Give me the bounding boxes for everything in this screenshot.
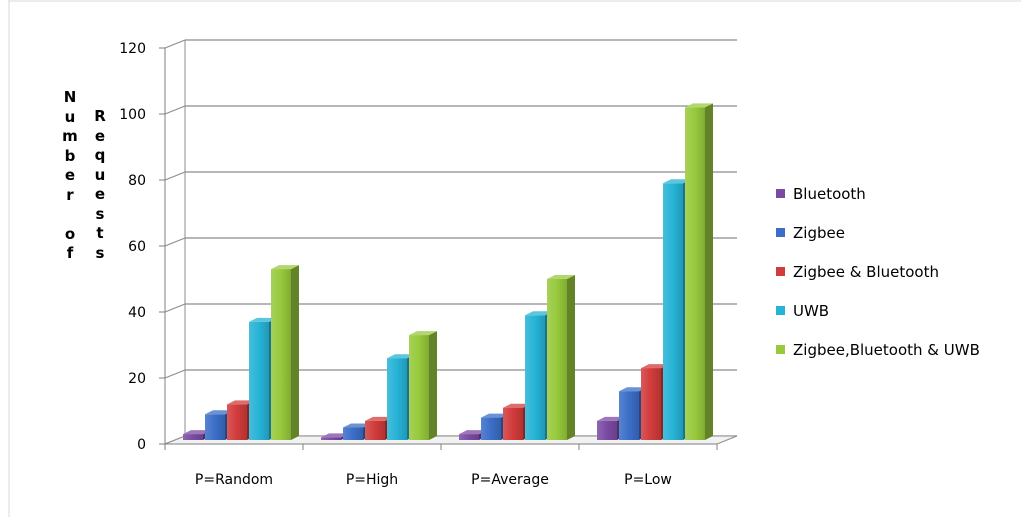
bar-2-0 [227,404,247,440]
bar-3-3 [663,183,683,441]
legend-swatch [776,306,785,315]
bar-side-4-2 [567,275,575,440]
bar-2-3 [641,368,661,440]
x-tick-label: P=High [346,472,398,488]
bar-top-4-3 [685,103,713,108]
bar-0-0 [183,434,203,440]
legend-item: Bluetooth [776,174,980,213]
bar-1-1 [343,427,363,440]
bar-top-0-2 [459,430,487,435]
bar-top-3-1 [387,354,415,359]
bar-1-2 [481,417,501,440]
legend-label: Bluetooth [793,184,866,203]
bar-top-2-2 [503,403,531,408]
legend-swatch [776,345,785,354]
legend-item: Zigbee,Bluetooth & UWB [776,330,980,369]
x-tick-label: P=Average [471,472,549,488]
bar-4-3 [685,107,705,441]
bar-4-2 [547,279,567,440]
gridline-side-100 [164,105,186,115]
bar-top-1-0 [205,410,233,415]
bar-top-4-0 [271,265,299,270]
bar-top-3-0 [249,317,277,322]
legend-label: Zigbee [793,223,845,242]
y-tick-label: 40 [128,305,146,321]
y-tick-label: 0 [137,437,146,453]
bar-3-2 [525,315,545,440]
y-tick-label: 120 [119,41,146,57]
bar-0-2 [459,434,479,440]
bar-side-4-0 [291,265,299,440]
bar-top-1-3 [619,387,647,392]
bar-top-4-1 [409,331,437,336]
bar-top-0-3 [597,416,625,421]
bar-top-0-1 [321,433,349,438]
y-tick-label: 60 [128,239,146,255]
gridline-side-40 [164,303,186,313]
bar-side-4-3 [705,103,713,441]
bar-2-2 [503,407,523,440]
bar-top-1-2 [481,413,509,418]
legend-label: Zigbee & Bluetooth [793,262,939,281]
bar-0-1 [321,437,341,440]
bar-4-0 [271,269,291,440]
gridline-side-120 [164,39,186,49]
bar-top-2-3 [641,364,669,369]
legend-item: UWB [776,291,980,330]
gridline-side-80 [164,171,186,181]
bar-1-0 [205,414,225,440]
x-tick-label: P=Random [195,472,273,488]
legend-label: Zigbee,Bluetooth & UWB [793,340,980,359]
legend-swatch [776,228,785,237]
bar-1-3 [619,391,639,440]
y-axis-title-left: N u m b e r o f [62,88,78,262]
y-tick-label: 100 [119,107,146,123]
legend-swatch [776,189,785,198]
bar-3-1 [387,358,407,440]
bar-top-1-1 [343,423,371,428]
x-tick-label: P=Low [624,472,672,488]
bar-top-2-1 [365,416,393,421]
y-axis-title-right: R e q u e s t s [94,107,106,262]
legend-label: UWB [793,301,830,320]
legend-swatch [776,267,785,276]
bar-top-3-3 [663,179,691,184]
bar-side-4-1 [429,331,437,440]
bar-4-1 [409,335,429,440]
legend-item: Zigbee [776,213,980,252]
y-tick-label: 20 [128,371,146,387]
legend: Bluetooth Zigbee Zigbee & Bluetooth UWB Zigb… [776,174,980,369]
bar-top-0-0 [183,430,211,435]
bar-top-3-2 [525,311,553,316]
y-tick-label: 80 [128,173,146,189]
bar-0-3 [597,420,617,440]
bar-2-1 [365,420,385,440]
gridline-side-60 [164,237,186,247]
bar-3-0 [249,321,269,440]
bar-top-4-2 [547,275,575,279]
bar-top-2-0 [227,400,255,405]
gridline-side-20 [164,369,186,379]
legend-item: Zigbee & Bluetooth [776,252,980,291]
